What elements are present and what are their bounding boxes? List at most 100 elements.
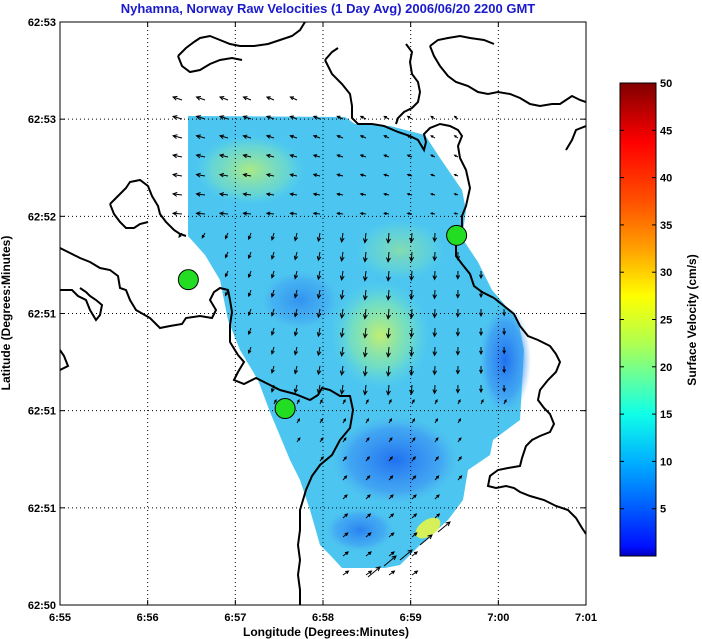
velocity-arrow: [430, 173, 436, 177]
colorbar-tick-label: 50: [660, 78, 672, 90]
velocity-arrow: [270, 384, 275, 393]
velocity-arrow: [383, 173, 390, 177]
velocity-arrow: [342, 570, 350, 576]
velocity-arrow: [430, 193, 436, 196]
velocity-arrow: [342, 532, 349, 538]
velocity-arrow: [270, 327, 275, 336]
velocity-arrow: [365, 418, 370, 424]
velocity-arrow: [289, 173, 298, 178]
velocity-arrow: [293, 384, 299, 394]
velocity-arrow: [336, 154, 344, 158]
velocity-arrow: [406, 212, 413, 215]
velocity-arrow: [409, 365, 415, 377]
velocity-arrow: [359, 115, 367, 120]
velocity-arrow: [434, 494, 440, 500]
velocity-arrow: [409, 232, 415, 244]
velocity-arrow: [455, 346, 461, 356]
velocity-arrow: [409, 327, 415, 339]
velocity-arrow: [296, 399, 300, 405]
velocity-arrow: [478, 327, 484, 337]
velocity-arrow: [437, 521, 451, 533]
velocity-arrow: [406, 192, 413, 196]
velocity-arrow: [339, 327, 345, 338]
velocity-arrow: [265, 96, 275, 101]
velocity-arrow: [171, 191, 183, 197]
velocity-arrow: [453, 135, 459, 139]
velocity-arrow: [316, 232, 322, 243]
velocity-arrow: [242, 153, 252, 159]
velocity-arrow: [359, 192, 367, 196]
velocity-arrow: [270, 289, 275, 298]
velocity-arrow: [289, 153, 298, 158]
velocity-arrow: [270, 232, 275, 241]
velocity-arrow: [293, 289, 299, 299]
velocity-arrow: [247, 232, 252, 241]
velocity-arrow: [316, 365, 322, 376]
velocity-arrow: [293, 327, 299, 337]
velocity-arrow: [411, 570, 419, 576]
velocity-arrow: [409, 251, 415, 263]
velocity-arrow: [270, 251, 275, 260]
velocity-low-east: [479, 305, 531, 415]
velocity-arrow: [273, 399, 277, 405]
velocity-arrow: [342, 456, 347, 462]
velocity-arrow: [406, 135, 413, 139]
y-axis-label: Latitude (Degrees:Minutes): [0, 236, 13, 391]
velocity-arrow: [383, 192, 390, 196]
station-marker: [274, 398, 296, 420]
velocity-arrow: [265, 211, 275, 216]
velocity-arrow: [362, 232, 368, 244]
velocity-arrow: [383, 212, 390, 216]
velocity-arrow: [399, 549, 413, 561]
velocity-arrow: [383, 154, 390, 158]
velocity-arrow: [224, 270, 229, 278]
velocity-arrow: [339, 270, 345, 281]
velocity-arrow: [432, 327, 438, 338]
velocity-arrow: [319, 456, 324, 462]
velocity-arrow: [453, 212, 459, 215]
x-axis-label: Longitude (Degrees:Minutes): [243, 625, 409, 639]
velocity-arrow: [388, 418, 393, 424]
velocity-arrow: [386, 365, 391, 377]
x-tick-label: 6:55: [49, 612, 71, 624]
station-marker: [177, 269, 199, 291]
velocity-arrow: [218, 115, 229, 120]
velocity-arrow: [409, 384, 415, 396]
velocity-arrow: [386, 308, 391, 320]
velocity-arrow: [195, 153, 206, 159]
station-markers: [177, 224, 468, 420]
velocity-arrow: [247, 270, 252, 279]
velocity-arrow: [218, 192, 229, 197]
velocity-arrow: [289, 192, 298, 197]
velocity-arrow: [411, 513, 418, 519]
velocity-arrow: [362, 327, 368, 339]
velocity-low-south: [330, 415, 460, 505]
velocity-arrow: [316, 346, 322, 357]
velocity-arrow: [319, 418, 324, 424]
station-marker: [446, 224, 468, 246]
velocity-arrow: [478, 270, 484, 280]
velocity-arrow: [312, 115, 321, 120]
velocity-low-west: [260, 270, 340, 330]
velocity-arrow: [502, 308, 507, 317]
velocity-arrow: [383, 555, 397, 567]
velocity-arrow: [270, 365, 275, 374]
velocity-arrow: [365, 551, 373, 557]
velocity-arrow: [270, 308, 275, 317]
colorbar-tick-label: 35: [660, 220, 672, 232]
velocity-arrow: [409, 270, 415, 282]
velocity-arrow: [195, 172, 206, 178]
velocity-arrow: [242, 172, 252, 178]
velocity-arrow: [195, 134, 206, 140]
colorbar-tick-label: 30: [660, 267, 672, 279]
velocity-arrow: [434, 437, 439, 443]
velocity-arrow: [434, 475, 440, 481]
x-tick-label: 6:57: [224, 612, 246, 624]
velocity-arrow: [386, 251, 391, 263]
velocity-arrow: [386, 327, 391, 339]
velocity-arrow: [195, 95, 206, 101]
velocity-arrow: [171, 115, 183, 120]
velocity-arrow: [362, 346, 368, 358]
velocity-mid-band: [355, 220, 445, 280]
